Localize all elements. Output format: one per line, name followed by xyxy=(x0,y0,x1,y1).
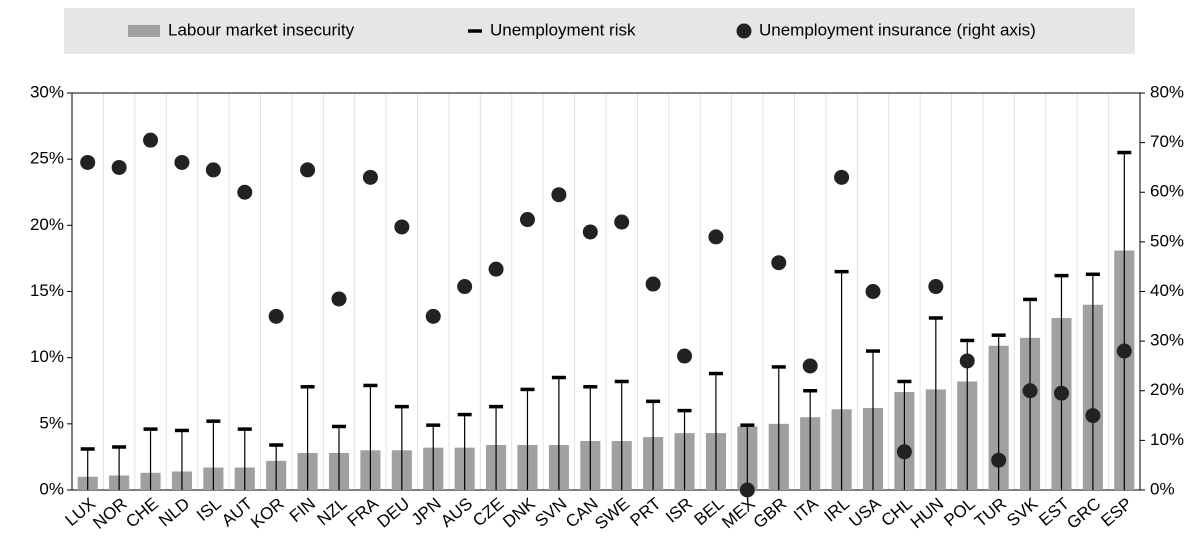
x-tick-label: AUT xyxy=(218,494,256,530)
x-tick-label: POL xyxy=(940,494,978,530)
x-tick-label: SVN xyxy=(531,494,570,531)
x-tick-label: NZL xyxy=(314,494,351,529)
x-tick-label: AUS xyxy=(437,494,476,531)
x-tick-label: HUN xyxy=(907,494,947,532)
y2-tick-label: 0% xyxy=(1150,479,1175,498)
x-tick-label: DNK xyxy=(499,494,539,532)
y-tick-label: 25% xyxy=(30,149,64,168)
x-tick-label: GRC xyxy=(1063,494,1104,533)
x-tick-label: JPN xyxy=(408,494,445,529)
x-tick-label: CHE xyxy=(122,494,162,532)
x-tick-label: CZE xyxy=(469,494,507,530)
insurance-dot xyxy=(488,261,504,277)
insurance-dot xyxy=(928,279,944,295)
insurance-dot xyxy=(677,348,693,364)
y2-tick-label: 30% xyxy=(1150,331,1184,350)
insurance-dot xyxy=(739,482,755,498)
legend-label: Labour market insecurity xyxy=(168,20,355,39)
legend-background xyxy=(64,8,1135,54)
insurance-dot xyxy=(991,452,1007,468)
insurance-dot xyxy=(645,276,661,292)
insurance-dot xyxy=(425,308,441,324)
insurance-dot xyxy=(1116,343,1132,359)
insurance-dot xyxy=(300,162,316,178)
insurance-dot xyxy=(143,132,159,148)
x-tick-label: ISL xyxy=(193,494,225,525)
insurance-dot xyxy=(174,154,190,170)
x-tick-label: NOR xyxy=(89,494,130,533)
insurance-dot xyxy=(582,224,598,240)
legend-label: Unemployment insurance (right axis) xyxy=(759,20,1036,39)
x-tick-label: ISR xyxy=(662,494,696,527)
insurance-dot xyxy=(959,353,975,369)
y2-tick-label: 80% xyxy=(1150,82,1184,101)
legend-label: Unemployment risk xyxy=(490,20,636,39)
insurance-dot xyxy=(457,279,473,295)
insurance-dot xyxy=(551,187,567,203)
x-tick-label: CAN xyxy=(562,494,602,532)
y2-tick-label: 50% xyxy=(1150,231,1184,250)
legend-swatch xyxy=(736,23,752,39)
y-tick-label: 5% xyxy=(39,413,64,432)
y2-tick-label: 40% xyxy=(1150,281,1184,300)
y-tick-label: 30% xyxy=(30,82,64,101)
x-tick-label: FRA xyxy=(344,494,383,531)
x-tick-label: GBR xyxy=(750,494,790,532)
x-tick-label: ESP xyxy=(1097,494,1135,530)
x-tick-label: TUR xyxy=(971,494,1010,531)
insurance-dot xyxy=(771,255,787,271)
y2-tick-label: 10% xyxy=(1150,430,1184,449)
insurance-dot xyxy=(111,159,127,175)
insurance-dot xyxy=(865,284,881,299)
x-tick-label: KOR xyxy=(247,494,287,532)
insurance-dot xyxy=(708,229,724,245)
x-tick-label: ITA xyxy=(790,494,822,525)
insurance-dot xyxy=(394,219,410,235)
x-tick-label: FIN xyxy=(286,494,319,526)
x-tick-label: DEU xyxy=(374,494,414,532)
legend-swatch xyxy=(128,25,160,37)
x-tick-label: MEX xyxy=(718,494,758,532)
x-tick-label: USA xyxy=(845,494,884,531)
insurance-dot xyxy=(80,154,96,170)
x-tick-label: SVK xyxy=(1003,494,1042,531)
insurance-dot xyxy=(1022,383,1038,399)
insurance-dot xyxy=(331,291,347,307)
x-tick-label: BEL xyxy=(691,494,728,529)
insurance-dot xyxy=(1085,408,1101,424)
insurance-dot xyxy=(834,169,850,185)
insurance-dot xyxy=(614,214,630,230)
insurance-dot xyxy=(519,212,535,228)
insurance-dot xyxy=(237,184,253,200)
insurance-dot xyxy=(802,358,818,374)
insurance-dot xyxy=(362,169,378,185)
insurance-dot xyxy=(1053,385,1069,401)
insurance-dot xyxy=(896,444,912,460)
x-tick-label: NLD xyxy=(155,494,193,530)
insurance-dot xyxy=(268,308,284,324)
y-tick-label: 0% xyxy=(39,479,64,498)
x-tick-label: CHL xyxy=(878,494,916,530)
y2-tick-label: 20% xyxy=(1150,380,1184,399)
y-tick-label: 20% xyxy=(30,215,64,234)
y-tick-label: 10% xyxy=(30,347,64,366)
insurance-dot xyxy=(205,162,221,178)
y2-tick-label: 60% xyxy=(1150,182,1184,201)
x-tick-label: SWE xyxy=(591,494,633,533)
y-tick-label: 15% xyxy=(30,281,64,300)
x-tick-label: PRT xyxy=(627,494,665,530)
y2-tick-label: 70% xyxy=(1150,132,1184,151)
